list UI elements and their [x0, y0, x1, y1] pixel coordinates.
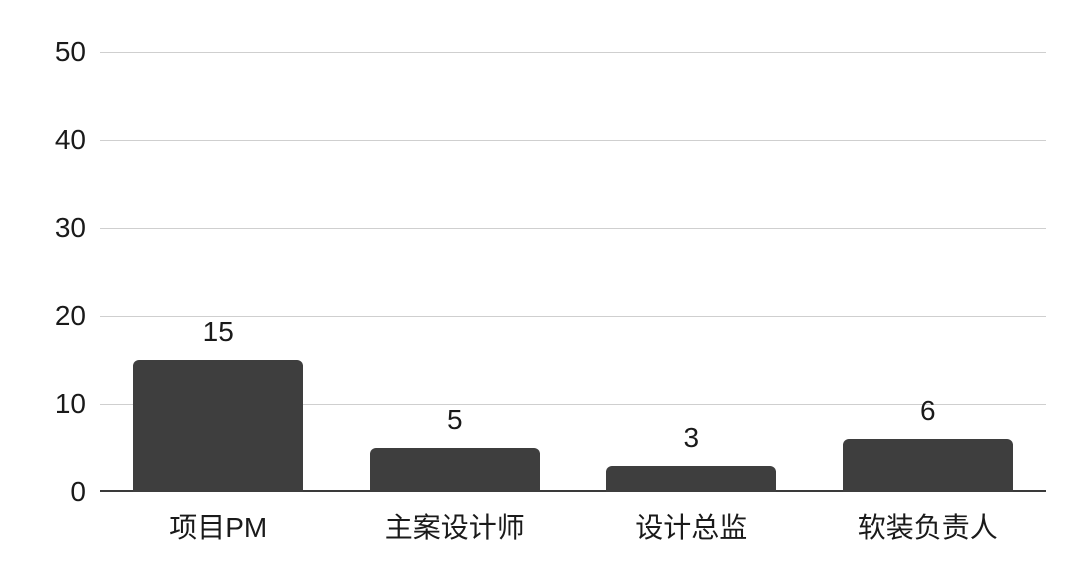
- bar-value-label: 15: [203, 316, 234, 348]
- bar: [133, 360, 303, 492]
- xtick-label: 设计总监: [635, 506, 747, 546]
- gridline: [100, 228, 1046, 229]
- bar-chart: 0 10 20 30 40 50 15 项目PM 5 主案设计师 3 设计总监 6 软装负责人: [0, 0, 1080, 577]
- ytick-label: 10: [55, 388, 86, 420]
- gridline: [100, 52, 1046, 53]
- bar: [370, 448, 540, 492]
- gridline: [100, 316, 1046, 317]
- bar-value-label: 6: [920, 395, 936, 427]
- xtick-label: 项目PM: [169, 506, 267, 546]
- gridline: [100, 140, 1046, 141]
- bar: [606, 466, 776, 492]
- ytick-label: 20: [55, 300, 86, 332]
- bar: [843, 439, 1013, 492]
- ytick-label: 0: [70, 476, 86, 508]
- ytick-label: 50: [55, 36, 86, 68]
- bar-value-label: 5: [447, 404, 463, 436]
- xtick-label: 软装负责人: [858, 506, 998, 546]
- ytick-label: 40: [55, 124, 86, 156]
- ytick-label: 30: [55, 212, 86, 244]
- plot-area: 0102030405015项目PM5主案设计师3设计总监6软装负责人: [100, 52, 1046, 492]
- xtick-label: 主案设计师: [385, 506, 525, 546]
- bar-value-label: 3: [683, 422, 699, 454]
